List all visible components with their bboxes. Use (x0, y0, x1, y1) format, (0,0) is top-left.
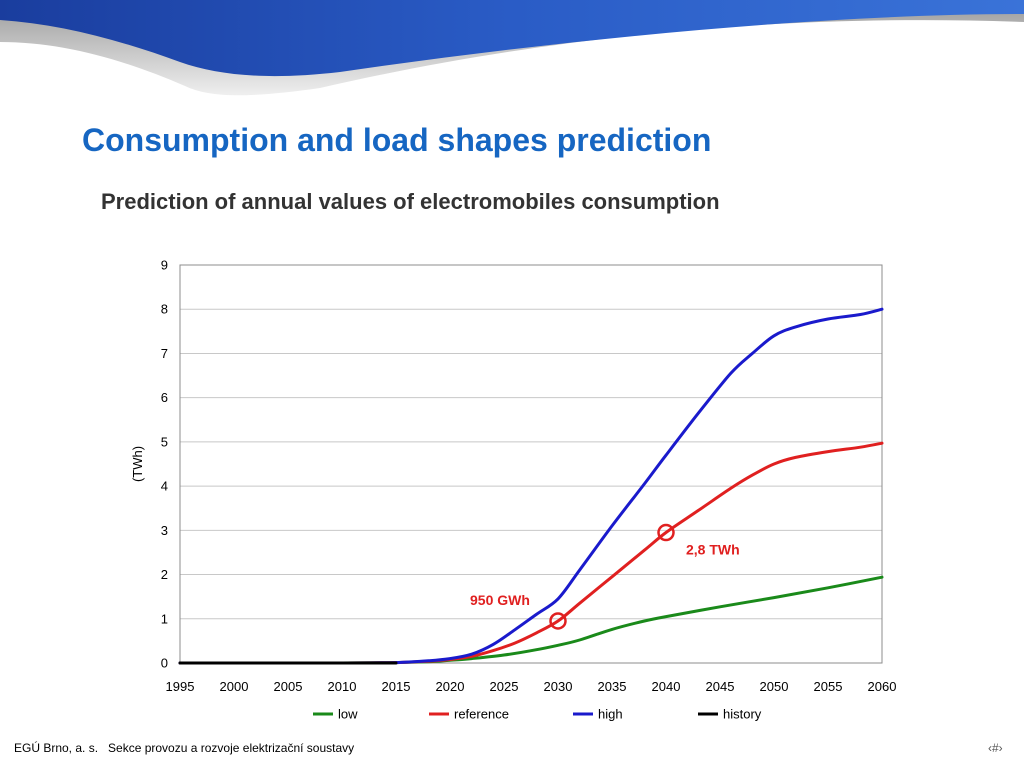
x-axis-ticks: 1995 2000 2005 2010 2015 2020 2025 2030 2035 2040… (166, 679, 897, 694)
chart-grid (180, 308, 882, 620)
series-line-reference (178, 441, 884, 665)
x-tick-label: 2035 (598, 679, 627, 694)
x-tick-label: 2025 (490, 679, 519, 694)
y-tick-label: 5 (161, 434, 168, 449)
legend-label-high: high (598, 707, 623, 722)
slide-subtitle: Prediction of annual values of electromo… (101, 189, 720, 214)
legend-label-low: low (338, 707, 358, 722)
series-line-low (178, 575, 884, 665)
slide-title: Consumption and load shapes prediction (82, 122, 712, 158)
x-tick-label: 2000 (220, 679, 249, 694)
x-tick-label: 2030 (544, 679, 573, 694)
x-tick-label: 2055 (814, 679, 843, 694)
annotation-label: 2,8 TWh (686, 542, 740, 558)
x-tick-label: 2010 (328, 679, 357, 694)
chart-annotations: 950 GWh 2,8 TWh (470, 523, 740, 630)
annotation-marker (657, 523, 675, 542)
y-tick-label: 9 (161, 258, 168, 273)
legend-label-reference: reference (454, 707, 509, 722)
y-tick-label: 6 (161, 390, 168, 405)
footer-organization: EGÚ Brno, a. s. Sekce provozu a rozvoje … (14, 741, 355, 755)
x-tick-label: 2050 (760, 679, 789, 694)
x-tick-label: 2060 (868, 679, 897, 694)
y-tick-label: 1 (161, 611, 168, 626)
chart-series (178, 307, 884, 665)
y-tick-label: 2 (161, 567, 168, 582)
y-tick-label: 4 (161, 479, 168, 494)
x-tick-label: 2015 (382, 679, 411, 694)
y-axis-ticks: 0 1 2 3 4 5 6 7 8 9 (161, 258, 168, 671)
x-tick-label: 1995 (166, 679, 195, 694)
y-tick-label: 8 (161, 302, 168, 317)
chart-legend: low reference high history (313, 707, 762, 722)
x-tick-label: 2045 (706, 679, 735, 694)
annotation-marker (549, 612, 567, 630)
header-banner (0, 0, 1024, 96)
annotation-label: 950 GWh (470, 592, 530, 608)
x-tick-label: 2005 (274, 679, 303, 694)
plot-area (179, 264, 883, 664)
slide-number: ‹#› (988, 741, 1003, 755)
legend-label-history: history (723, 707, 762, 722)
y-axis-label: (TWh) (130, 446, 145, 482)
y-tick-label: 7 (161, 346, 168, 361)
x-tick-label: 2020 (436, 679, 465, 694)
series-line-high (178, 307, 884, 665)
y-tick-label: 3 (161, 523, 168, 538)
y-tick-label: 0 (161, 656, 168, 671)
x-tick-label: 2040 (652, 679, 681, 694)
